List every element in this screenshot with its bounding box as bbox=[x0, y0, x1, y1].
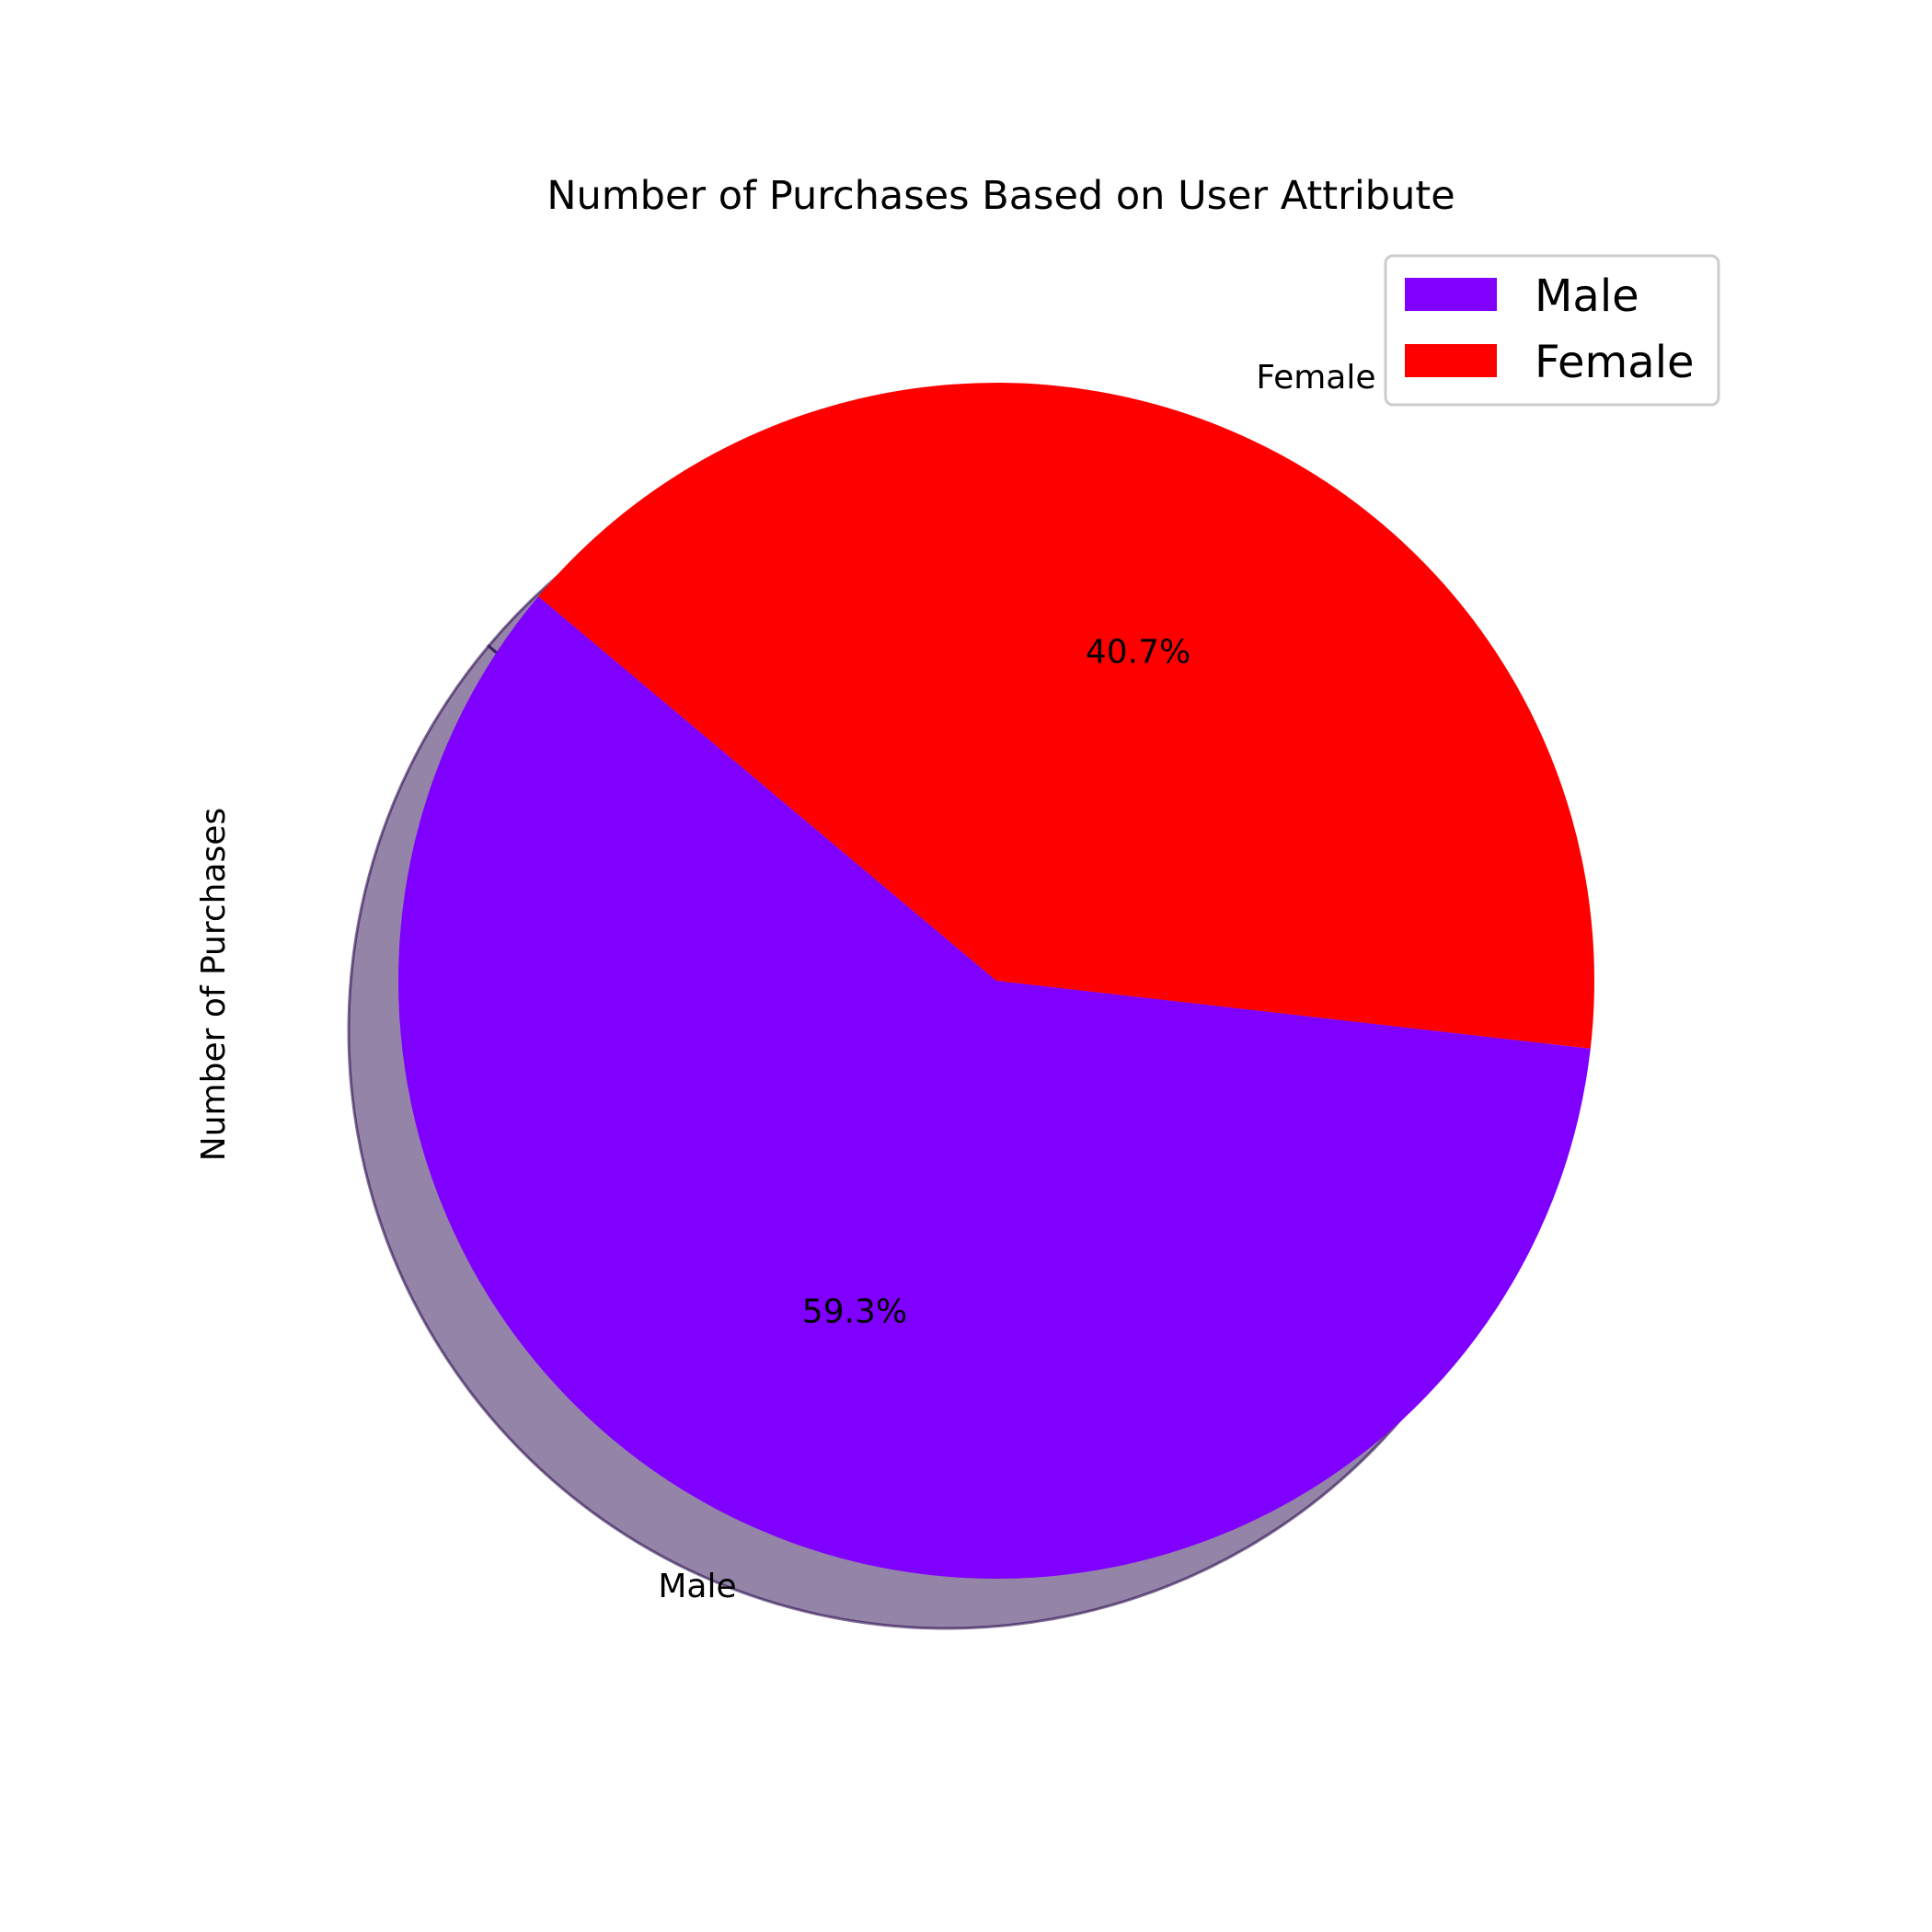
legend-swatch-male bbox=[1405, 278, 1497, 311]
slice-male bbox=[397, 596, 1591, 1580]
pie-labels: Male 59.3% Female 40.7% bbox=[658, 359, 1375, 1605]
y-axis-label: Number of Purchases bbox=[195, 808, 233, 1161]
pct-label-female: 40.7% bbox=[1086, 634, 1190, 672]
slice-label-female: Female bbox=[1256, 359, 1375, 397]
legend-label-male: Male bbox=[1535, 270, 1639, 322]
pie-slices bbox=[397, 383, 1595, 1580]
slice-female bbox=[538, 383, 1595, 1049]
pct-label-male: 59.3% bbox=[802, 1293, 907, 1330]
legend-swatch-female bbox=[1405, 344, 1497, 377]
chart-title: Number of Purchases Based on User Attrib… bbox=[546, 173, 1455, 219]
legend-label-female: Female bbox=[1535, 337, 1695, 388]
legend: Male Female bbox=[1384, 254, 1720, 407]
slice-label-male: Male bbox=[658, 1568, 736, 1605]
